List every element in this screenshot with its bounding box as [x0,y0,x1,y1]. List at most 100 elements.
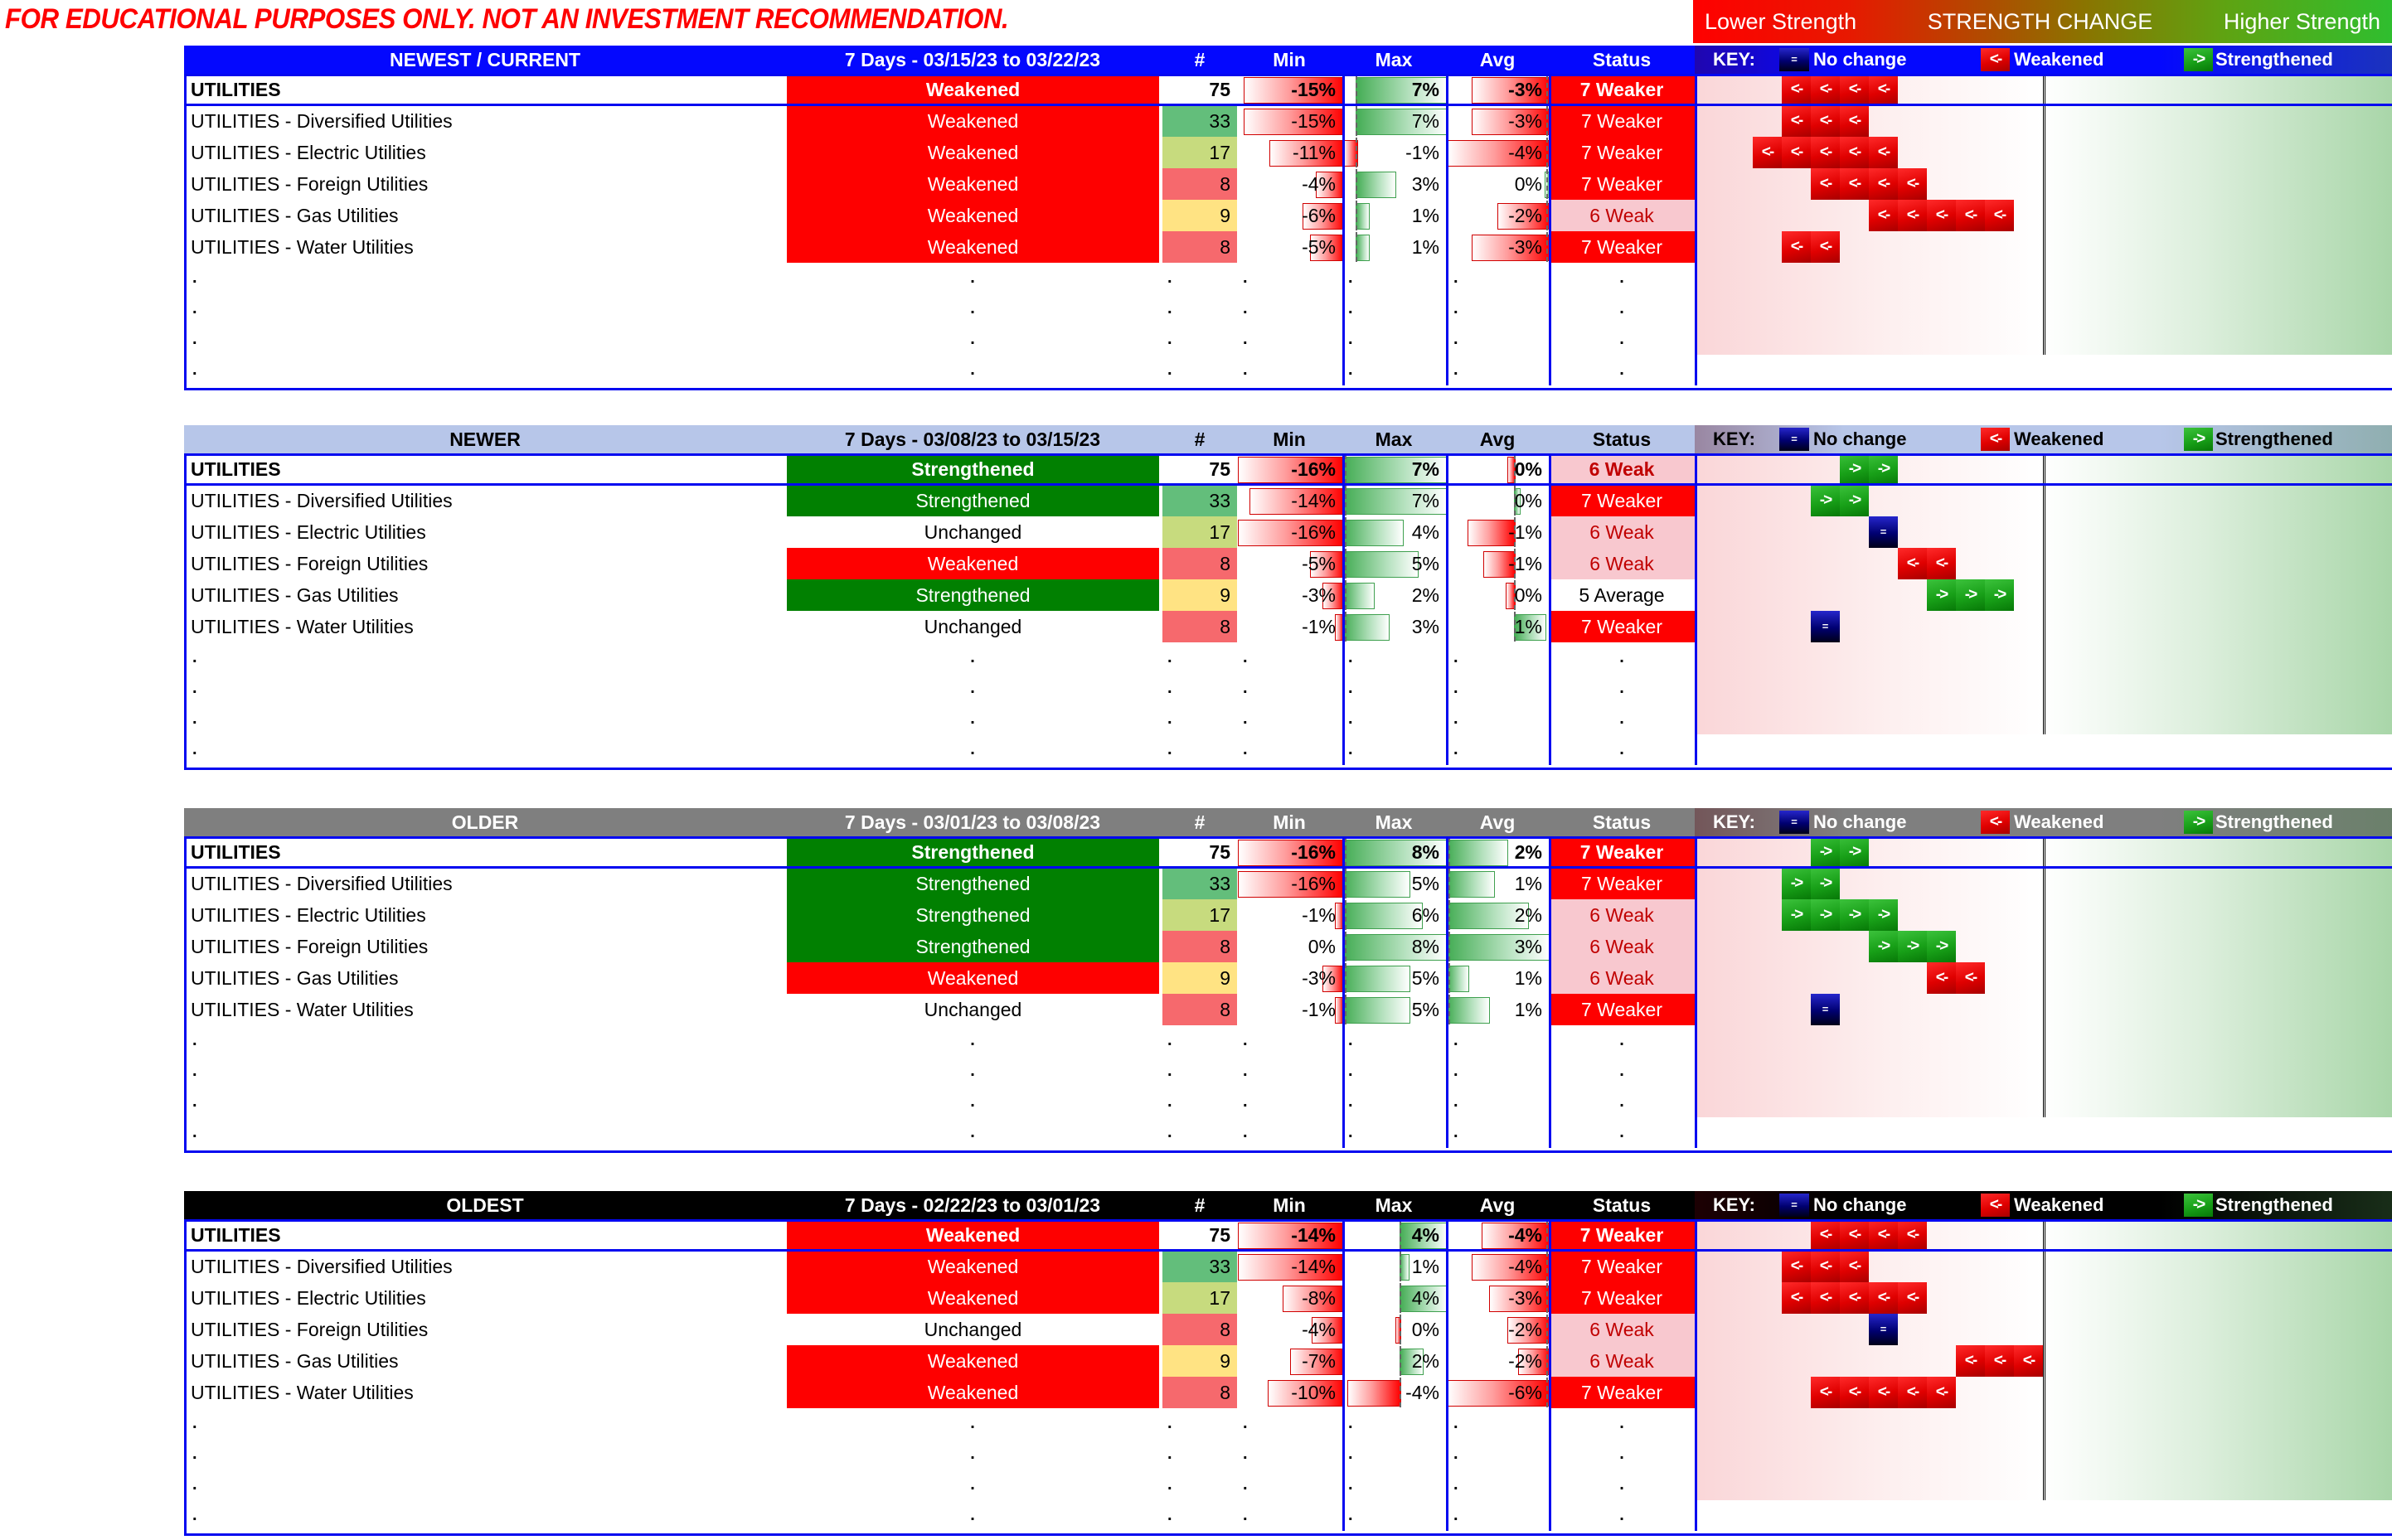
avg-cell: 1% [1514,967,1542,989]
change-cell-bg [787,200,1159,231]
count-cell: 75 [1209,458,1230,480]
max-cell: 2% [1411,1350,1439,1372]
avg-cell-databar [1507,1317,1550,1344]
dot-filler: . [1243,679,1248,697]
min-cell: -16% [1291,521,1336,543]
no-change-marker: = [1869,1314,1898,1345]
dot-filler: . [970,1031,975,1049]
avg-cell: 3% [1514,936,1542,957]
count-cell: 8 [1220,616,1230,637]
avg-cell: -3% [1508,79,1542,100]
weakened-arrow-icon: <- [1869,137,1898,168]
weakened-arrow-icon: <- [1811,1251,1840,1282]
max-cell-zero-line [1355,169,1357,199]
status-cell-label: 6 Weak [1589,553,1654,574]
no-change-legend-icon: = [1779,1194,1809,1217]
avg-cell: 0% [1514,458,1542,480]
min-cell: -4% [1302,173,1336,195]
period-table-3: OLDER 7 Days - 03/01/23 to 03/08/23 # Min Ma… [184,808,2392,1153]
higher-strength-label: Higher Strength [2223,8,2380,34]
strength-change-label: STRENGTH CHANGE [1927,8,2153,34]
count-cell-bg [1162,231,1237,263]
col-header-num: # [1194,1194,1206,1216]
no-change-legend-icon: = [1779,428,1809,451]
dot-filler: . [1619,330,1624,348]
dot-filler: . [1243,299,1248,317]
max-cell: 1% [1411,205,1439,226]
higher-strength-gradient [2043,74,2392,355]
count-cell-bg [1162,105,1237,137]
weakened-arrow-icon: <- [1956,200,1985,231]
status-cell-label: 6 Weak [1589,1350,1654,1372]
status-cell-label: 6 Weak [1589,904,1654,926]
dot-filler: . [1619,299,1624,317]
count-cell-bg [1162,962,1237,994]
dot-filler: . [1348,1031,1353,1049]
dot-filler: . [970,299,975,317]
lower-strength-gradient [1695,836,2043,1117]
dot-filler: . [192,648,197,666]
avg-cell-databar [1513,614,1547,641]
row-name: UTILITIES - Gas Utilities [191,205,399,226]
col-header-max: Max [1375,1194,1413,1216]
dot-filler: . [1453,1475,1458,1494]
weakened-arrow-icon: <- [1927,200,1956,231]
avg-cell: 1% [1514,873,1542,894]
min-cell-databar [1289,1349,1344,1375]
col-header-avg: Avg [1479,429,1516,450]
max-cell-zero-line [1355,138,1357,167]
max-cell-databar [1355,172,1396,198]
min-cell-databar [1322,583,1344,609]
count-cell: 17 [1209,521,1230,543]
status-cell-label: 5 Average [1579,584,1665,606]
dot-filler: . [970,1062,975,1080]
row-name: UTILITIES - Water Utilities [191,616,414,637]
dot-filler: . [1453,1031,1458,1049]
weakened-arrow-icon: <- [1869,200,1898,231]
min-cell-databar [1238,840,1343,866]
dot-filler: . [192,1414,197,1432]
status-cell-bg [1549,611,1695,642]
status-cell-bg [1549,1314,1695,1345]
dot-filler: . [192,1123,197,1141]
change-cell-bg [787,579,1159,611]
disclaimer-text: FOR EDUCATIONAL PURPOSES ONLY. NOT AN IN… [5,3,1009,35]
count-cell: 17 [1209,904,1230,926]
max-cell-zero-line [1345,932,1346,961]
dot-filler: . [1243,330,1248,348]
max-cell: -4% [1405,1382,1439,1403]
status-cell-bg [1549,168,1695,200]
avg-cell: -3% [1508,1287,1542,1309]
count-cell: 33 [1209,490,1230,511]
avg-cell-zero-line [1448,932,1450,961]
dot-filler: . [1453,679,1458,697]
max-cell-databar [1343,457,1447,483]
status-cell-label: 7 Weaker [1579,1224,1664,1246]
strengthened-arrow-icon: -> [1898,931,1927,962]
count-cell-bg [1162,1251,1237,1282]
date-range-label: 7 Days - 02/22/23 to 03/01/23 [844,1194,1101,1216]
row-name: UTILITIES - Foreign Utilities [191,553,429,574]
summary-row-border [184,866,2392,869]
min-cell: -1% [1302,616,1336,637]
no-change-marker: = [1811,994,1840,1025]
row-name: UTILITIES - Diversified Utilities [191,490,453,511]
avg-cell-zero-line [1513,517,1516,547]
count-cell-bg [1162,579,1237,611]
change-cell-bg [787,485,1159,516]
avg-cell: -6% [1508,1382,1542,1403]
max-cell: 5% [1411,553,1439,574]
dot-filler: . [970,361,975,379]
change-cell-bg [787,962,1159,994]
max-cell-zero-line [1345,612,1346,642]
status-cell-label: 7 Weaker [1580,490,1662,511]
change-cell-label: Unchanged [924,521,1022,543]
key-label: KEY: [1713,1194,1755,1215]
change-cell-label: Unchanged [924,999,1022,1020]
min-cell: -8% [1302,1287,1336,1309]
summary-row-border [184,483,2392,486]
table-header-band: NEWEST / CURRENT 7 Days - 03/15/23 to 03/… [184,46,2392,74]
change-cell-label: Weakened [927,553,1019,574]
avg-cell-zero-line [1513,612,1516,642]
status-cell-bg [1549,548,1695,579]
